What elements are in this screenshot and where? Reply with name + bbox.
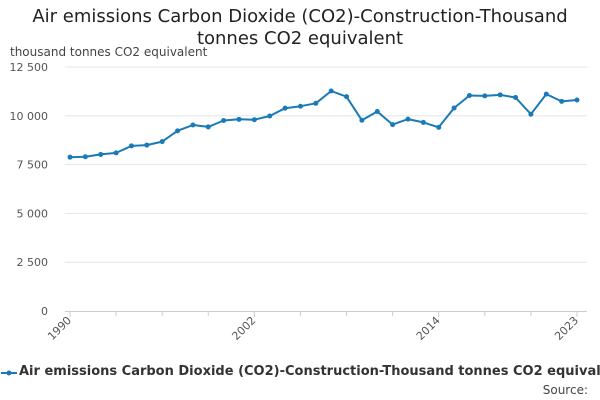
data-point	[328, 88, 334, 94]
legend[interactable]: Air emissions Carbon Dioxide (CO2)-Const…	[0, 364, 600, 382]
data-point	[205, 124, 211, 130]
data-point	[190, 122, 196, 128]
data-point	[67, 154, 73, 160]
data-point	[513, 94, 519, 100]
data-point	[267, 113, 273, 119]
data-point	[159, 139, 165, 145]
x-tick-label: 2023	[552, 314, 581, 343]
data-point	[420, 119, 426, 125]
data-point	[559, 98, 565, 104]
data-point	[497, 92, 503, 98]
data-point	[543, 91, 549, 97]
data-point	[482, 93, 488, 99]
data-point	[113, 150, 119, 156]
source-label: Source:	[542, 383, 588, 397]
data-point	[236, 116, 242, 122]
y-tick-label: 2 500	[17, 256, 49, 269]
y-tick-label: 0	[41, 305, 48, 318]
data-point	[466, 92, 472, 98]
data-point	[98, 151, 104, 157]
data-point	[144, 142, 150, 148]
y-tick-label: 10 000	[10, 110, 49, 123]
y-axis-unit-label: thousand tonnes CO2 equivalent	[10, 45, 208, 59]
data-point	[82, 154, 88, 160]
data-point	[313, 100, 319, 106]
data-point	[251, 117, 257, 123]
y-tick-label: 5 000	[17, 207, 49, 220]
y-tick-label: 12 500	[10, 61, 49, 74]
data-point	[221, 117, 227, 123]
series-line	[69, 90, 578, 159]
data-point	[344, 94, 350, 100]
data-point	[574, 97, 580, 103]
line-chart: 0 2 500 5 000 7 500 10 000 12 500 1990 2002 2014…	[10, 61, 587, 343]
legend-swatch-icon	[1, 370, 17, 376]
data-point	[374, 109, 380, 115]
data-point	[390, 122, 396, 128]
data-point	[528, 111, 534, 117]
data-point	[359, 117, 365, 123]
data-point	[297, 103, 303, 109]
chart-title: Air emissions Carbon Dioxide (CO2)-Const…	[32, 6, 568, 49]
data-point	[451, 105, 457, 111]
data-point	[175, 128, 181, 134]
data-point	[282, 105, 288, 111]
x-tick-label: 2002	[229, 314, 258, 343]
x-tick-label: 1990	[45, 314, 74, 343]
x-tick-label: 2014	[414, 314, 443, 343]
data-point	[128, 143, 134, 149]
y-tick-label: 7 500	[17, 159, 49, 172]
data-point	[405, 116, 411, 122]
legend-label: Air emissions Carbon Dioxide (CO2)-Const…	[19, 364, 600, 379]
data-point	[436, 124, 442, 130]
